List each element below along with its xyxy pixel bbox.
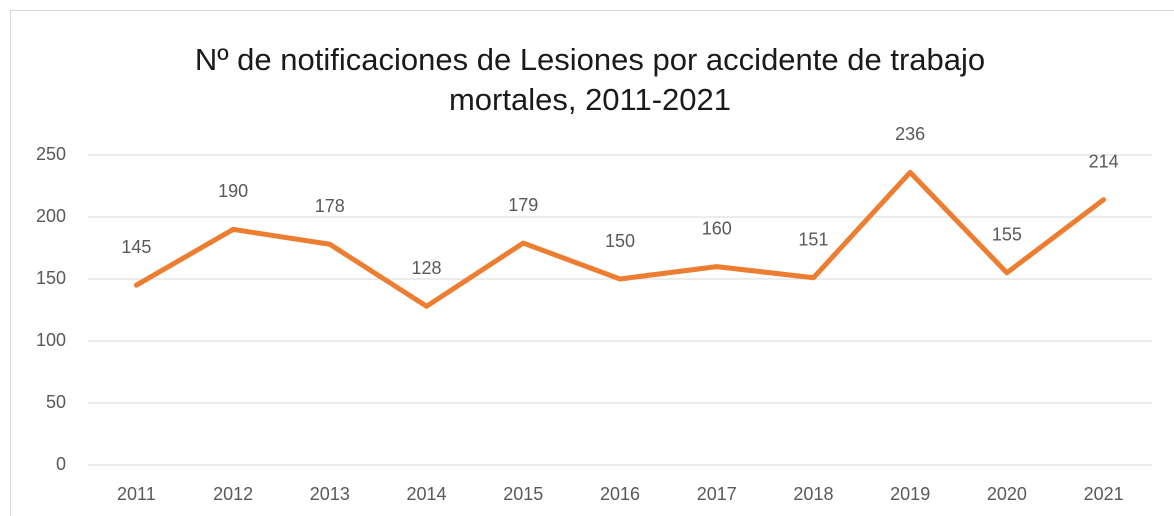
y-tick-label: 0 — [56, 454, 66, 474]
x-tick-label: 2012 — [213, 484, 253, 504]
x-tick-label: 2013 — [310, 484, 350, 504]
y-tick-label: 200 — [36, 206, 66, 226]
data-label: 160 — [702, 218, 732, 238]
y-tick-label: 50 — [46, 392, 66, 412]
data-label: 145 — [121, 237, 151, 257]
x-tick-label: 2017 — [697, 484, 737, 504]
chart-title: Nº de notificaciones de Lesiones por acc… — [194, 42, 986, 117]
data-label: 151 — [798, 230, 828, 250]
data-label: 190 — [218, 181, 248, 201]
data-label: 128 — [412, 258, 442, 278]
data-label: 214 — [1089, 151, 1119, 171]
chart-frame — [10, 10, 1174, 516]
x-tick-label: 2019 — [890, 484, 930, 504]
x-tick-label: 2011 — [117, 484, 156, 504]
y-tick-label: 250 — [36, 144, 66, 164]
data-line — [133, 169, 1107, 309]
data-label: 150 — [605, 231, 635, 251]
x-tick-label: 2014 — [407, 484, 447, 504]
data-label: 179 — [508, 195, 538, 215]
x-tick-label: 2018 — [793, 484, 833, 504]
y-tick-label: 100 — [36, 330, 66, 350]
y-tick-label: 150 — [36, 268, 66, 288]
x-tick-label: 2020 — [987, 484, 1027, 504]
x-tick-label: 2021 — [1084, 484, 1124, 504]
x-tick-label: 2016 — [600, 484, 640, 504]
x-tick-label: 2015 — [503, 484, 543, 504]
data-label: 155 — [992, 225, 1022, 245]
data-label: 178 — [315, 196, 345, 216]
data-label: 236 — [895, 124, 925, 144]
